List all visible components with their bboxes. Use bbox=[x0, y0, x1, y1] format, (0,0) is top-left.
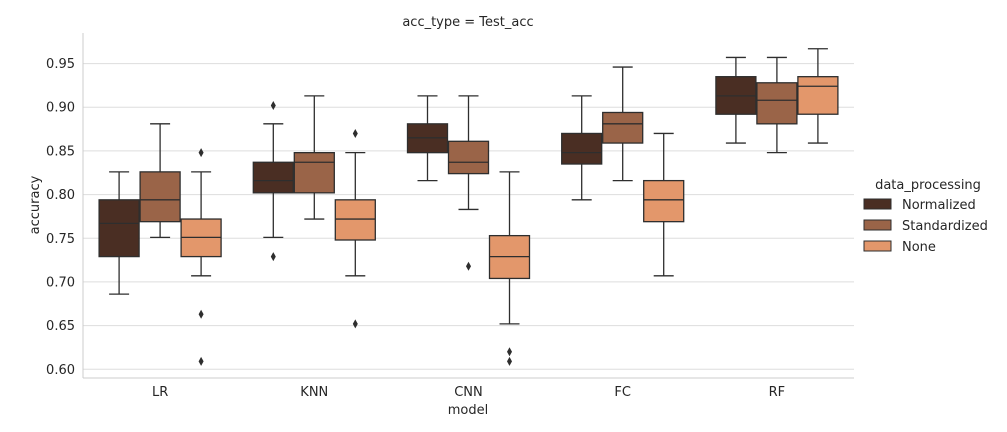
box-rect bbox=[252, 161, 294, 194]
x-tick-label: CNN bbox=[454, 385, 483, 400]
box-rect bbox=[334, 199, 376, 241]
legend-title: data_processing bbox=[875, 178, 981, 193]
outlier-point bbox=[507, 356, 512, 366]
box-standardized-lr bbox=[139, 123, 181, 239]
legend: data_processing Normalized Standardized No… bbox=[863, 178, 988, 255]
box-normalized-fc bbox=[561, 95, 603, 201]
legend-swatch bbox=[863, 240, 892, 252]
x-tick-label: KNN bbox=[300, 385, 328, 400]
outlier-point bbox=[198, 148, 204, 158]
box-rect bbox=[139, 171, 181, 223]
box-standardized-cnn bbox=[447, 95, 490, 271]
y-tick-label: 0.65 bbox=[46, 319, 75, 334]
box-rect bbox=[293, 152, 335, 194]
outlier-point bbox=[270, 252, 276, 262]
box-normalized-lr bbox=[98, 171, 140, 295]
box-normalized-knn bbox=[252, 100, 294, 262]
y-tick-label: 0.80 bbox=[46, 188, 75, 203]
box-none-lr bbox=[180, 148, 222, 366]
chart-title: acc_type = Test_acc bbox=[402, 15, 533, 30]
legend-label: Standardized bbox=[902, 219, 988, 234]
box-rect bbox=[602, 111, 644, 144]
box-rect bbox=[643, 179, 685, 223]
box-rect bbox=[756, 82, 798, 125]
outlier-point bbox=[198, 309, 204, 319]
x-tick-label: LR bbox=[152, 385, 168, 400]
y-tick-label: 0.70 bbox=[46, 275, 75, 290]
ticks-layer: 0.60 0.65 0.70 0.75 0.80 0.85 0.90 0.95 LR KNN CNN… bbox=[46, 57, 785, 400]
box-rect bbox=[561, 132, 603, 165]
x-tick-label: FC bbox=[614, 385, 631, 400]
box-none-knn bbox=[334, 128, 376, 329]
box-none-rf bbox=[797, 48, 839, 144]
box-normalized-cnn bbox=[406, 95, 449, 182]
outlier-point bbox=[352, 319, 358, 329]
box-standardized-rf bbox=[756, 56, 798, 154]
y-tick-label: 0.85 bbox=[46, 144, 75, 159]
boxes-layer bbox=[98, 48, 839, 366]
legend-swatch bbox=[863, 198, 892, 210]
legend-swatch bbox=[863, 219, 892, 231]
outlier-point bbox=[352, 128, 358, 138]
box-normalized-rf bbox=[715, 56, 757, 144]
legend-label: Normalized bbox=[902, 198, 976, 213]
box-standardized-knn bbox=[293, 95, 335, 220]
x-tick-label: RF bbox=[769, 385, 786, 400]
outlier-point bbox=[466, 261, 471, 271]
outlier-point bbox=[507, 347, 512, 357]
box-rect bbox=[797, 76, 839, 115]
axes-layer bbox=[82, 33, 854, 379]
y-tick-label: 0.60 bbox=[46, 363, 75, 378]
y-tick-label: 0.75 bbox=[46, 232, 75, 247]
outlier-point bbox=[270, 100, 276, 110]
box-rect bbox=[98, 199, 140, 258]
x-axis-label: model bbox=[448, 403, 488, 418]
y-tick-label: 0.90 bbox=[46, 101, 75, 116]
box-none-fc bbox=[643, 132, 685, 277]
box-rect bbox=[447, 140, 490, 175]
legend-label: None bbox=[902, 240, 936, 255]
y-tick-label: 0.95 bbox=[46, 57, 75, 72]
y-axis-label: accuracy bbox=[28, 175, 43, 234]
box-standardized-fc bbox=[602, 66, 644, 182]
box-none-cnn bbox=[488, 171, 531, 366]
outlier-point bbox=[198, 356, 204, 366]
